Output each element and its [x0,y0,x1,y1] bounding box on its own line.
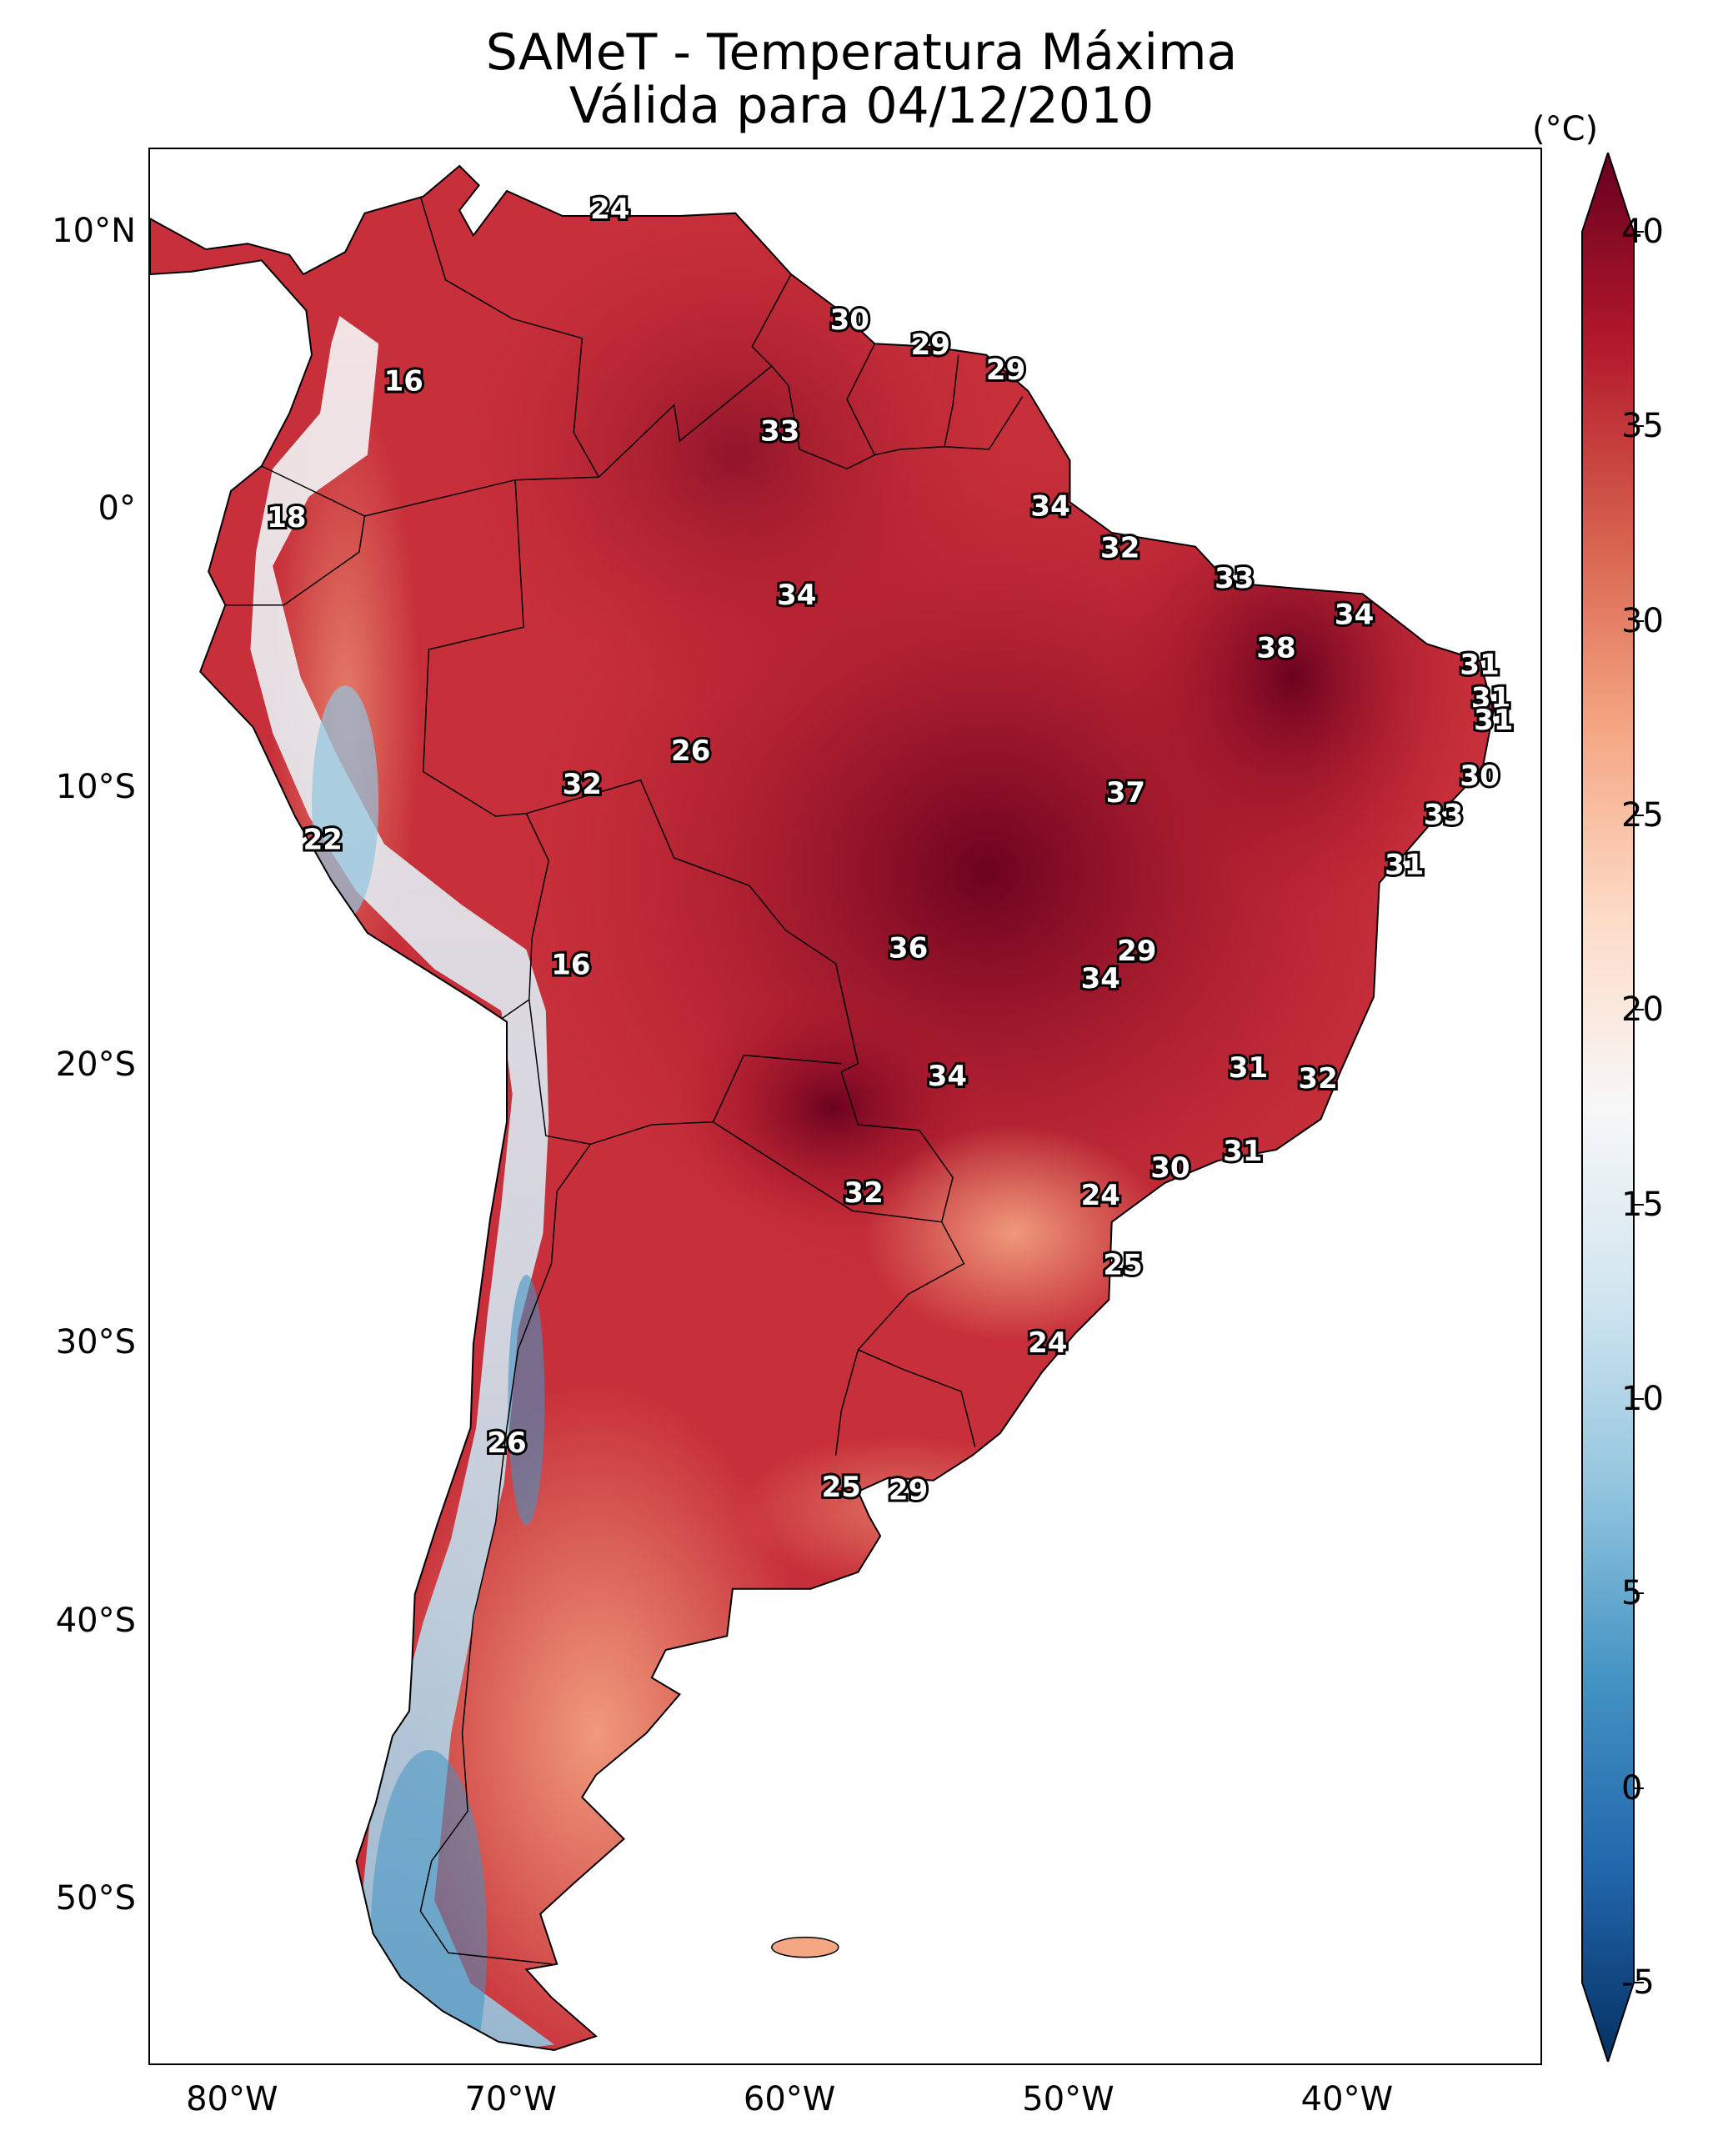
inpe-logo: INPE [1509,2058,1540,2063]
country-border [422,476,859,1073]
country-border [751,273,1024,470]
temperature-label: 30 [830,303,869,337]
longitude-tick-label: 50°W [1022,2080,1114,2118]
temperature-label: 37 [1106,776,1145,810]
temperature-label: 32 [563,768,602,801]
temperature-label: 25 [1103,1249,1142,1282]
country-border [944,354,959,447]
temperature-label: 34 [1081,962,1120,995]
longitude-tick-label: 40°W [1300,2080,1394,2118]
mild-region-se-brazil [864,1125,1165,1341]
temperature-label: 29 [986,353,1025,387]
colorbar-tick-mark [1634,425,1644,428]
temperature-label: 31 [1229,1051,1268,1085]
coastline [150,164,1495,2052]
country-border [598,365,773,478]
latitude-tick-label: 20°S [55,1045,136,1084]
temperature-label: 33 [760,415,799,449]
temperature-label: 29 [911,328,950,362]
colorbar-tick-mark [1634,815,1644,816]
temperature-label: 31 [1460,649,1499,682]
temperature-label: 24 [1081,1179,1120,1212]
temperature-label: 22 [303,824,343,857]
continent [150,164,1495,2052]
temperature-label: 31 [1223,1135,1262,1168]
country-border [225,465,366,606]
colorbar-tick-mark [1634,1203,1644,1206]
temperature-label: 33 [1215,562,1254,595]
temperature-label: 29 [889,1474,928,1507]
colorbar-tick-mark [1634,231,1644,233]
temperature-label: 25 [822,1471,861,1504]
temperature-label: 34 [1030,490,1069,524]
temperature-label: 34 [777,579,816,612]
temperature-label: 31 [1474,704,1513,737]
temperature-label: 30 [1460,760,1499,793]
country-border [846,343,876,456]
temperature-label: 24 [590,193,629,226]
latitude-tick-label: 30°S [55,1323,136,1362]
country-border [419,196,600,478]
falkland-islands [771,1936,839,1958]
temperature-label: 16 [551,949,590,982]
temperature-label: 31 [1385,849,1424,882]
country-border [713,1071,954,1223]
latitude-tick-label: 10°N [52,212,136,250]
cold-region-central-andes [508,1275,545,1525]
hot-region-amazon [460,204,1011,705]
latitude-tick-label: 0° [98,489,136,529]
map-title: SAMeT - Temperatura Máxima [485,23,1238,82]
colorbar-tick-mark [1634,1787,1644,1789]
temperature-label: 30 [1150,1151,1190,1185]
longitude-tick-label: 60°W [743,2080,836,2118]
mild-region-pampas [735,1436,1069,1587]
hot-region-northeast [1101,444,1485,911]
country-borders [225,196,1024,1965]
map-subtitle: Válida para 04/12/2010 [568,77,1155,135]
temperature-label: 18 [267,501,306,534]
country-border [834,1221,965,1456]
colorbar-tick-mark [1634,1398,1644,1400]
temperature-label: 16 [384,365,423,399]
latitude-tick-label: 10°S [55,767,136,806]
country-border [500,999,530,1020]
temperature-label: 32 [1298,1062,1337,1096]
temperature-label: 31 [1471,682,1510,715]
country-border [364,479,516,517]
colorbar-tick-mark [1634,1982,1644,1983]
latitude-tick-label: 40°S [55,1601,136,1640]
temperature-label: 36 [889,932,928,965]
colorbar-tick-mark [1634,619,1644,622]
temperature-label: 34 [1335,599,1374,632]
longitude-tick-label: 70°W [464,2080,557,2118]
country-border [858,1349,976,1447]
latitude-tick-label: 50°S [55,1879,136,1918]
temperature-label: 26 [671,735,710,768]
cold-region-peru-andes [312,685,379,920]
temperature-label: 34 [928,1060,967,1093]
colorbar-tick-mark [1634,1592,1644,1595]
country-border [419,1143,592,1965]
temperature-label: 32 [844,1176,883,1210]
longitude-tick-label: 80°W [186,2080,278,2118]
colorbar-unit: (°C) [1532,110,1599,148]
map-frame: 24 30 29 29 16 33 34 18 32 33 34 34 38 31 31 31 26 30 32 37… [148,148,1542,2065]
colorbar-tick-mark [1634,1009,1644,1011]
temperature-label: 26 [487,1426,526,1460]
temperature-label: 24 [1028,1326,1067,1360]
temperature-label: 38 [1256,632,1295,665]
temperature-label: 29 [1117,935,1156,968]
temperature-label: 32 [1100,532,1139,565]
country-border [525,813,842,1146]
temperature-label: 33 [1424,799,1463,832]
